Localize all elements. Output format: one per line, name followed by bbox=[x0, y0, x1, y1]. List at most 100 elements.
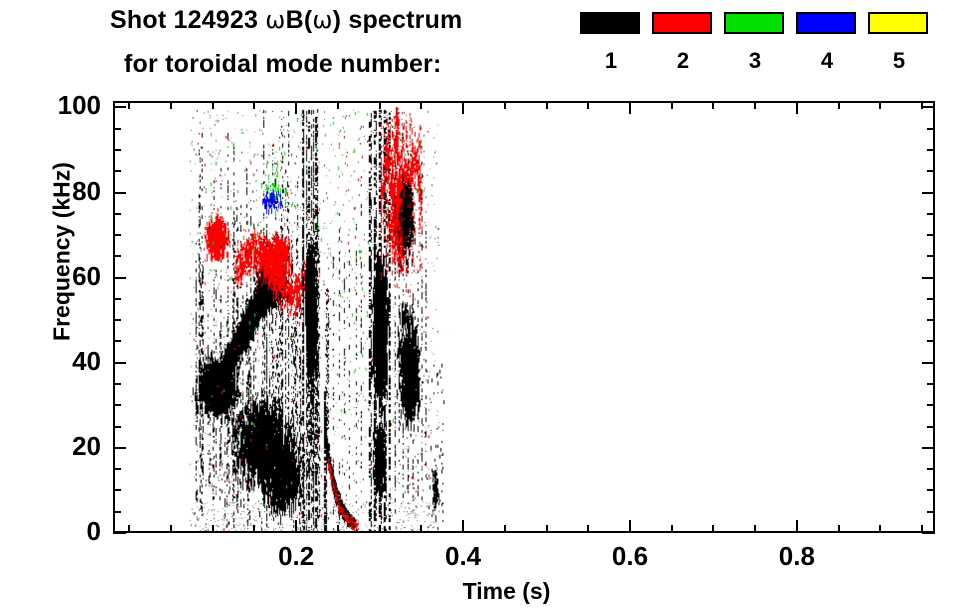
x-tick-label-0.4: 0.4 bbox=[445, 541, 482, 571]
y-major-tick-80 bbox=[113, 191, 126, 194]
x-major-tick-0.6 bbox=[628, 520, 631, 533]
x-major-tick-0.2 bbox=[295, 520, 298, 533]
legend-swatch-2 bbox=[652, 12, 712, 34]
legend: 1 2 3 4 5 bbox=[580, 12, 940, 92]
y-minor-tick-right-35 bbox=[927, 383, 935, 386]
y-tick-label-40: 40 bbox=[72, 345, 101, 376]
figure-title-line-1: Shot 124923 ωB(ω) spectrum bbox=[110, 6, 462, 35]
x-minor-tick-0.55 bbox=[587, 525, 590, 533]
legend-entry-5: 5 bbox=[868, 12, 930, 72]
y-minor-tick-65 bbox=[113, 255, 121, 258]
y-minor-tick-right-90 bbox=[927, 148, 935, 151]
y-minor-tick-right-30 bbox=[927, 404, 935, 407]
x-minor-tick-top-0.65 bbox=[670, 101, 673, 109]
y-minor-tick-right-25 bbox=[927, 425, 935, 428]
x-major-tick-top-0.4 bbox=[462, 101, 465, 114]
y-minor-tick-45 bbox=[113, 340, 121, 343]
x-minor-tick-top-0.5 bbox=[545, 101, 548, 109]
x-minor-tick-top-0.1 bbox=[211, 101, 214, 109]
y-minor-tick-5 bbox=[113, 510, 121, 513]
plot-area bbox=[113, 101, 935, 533]
y-minor-tick-35 bbox=[113, 383, 121, 386]
legend-swatch-5 bbox=[868, 12, 928, 34]
y-minor-tick-right-95 bbox=[927, 127, 935, 130]
x-minor-tick-top-0.95 bbox=[921, 101, 924, 109]
omega-symbol-1: ω bbox=[265, 6, 286, 34]
x-major-tick-top-0.2 bbox=[295, 101, 298, 114]
y-minor-tick-right-15 bbox=[927, 468, 935, 471]
legend-swatch-4 bbox=[796, 12, 856, 34]
x-minor-tick-0 bbox=[128, 525, 131, 533]
y-major-tick-40 bbox=[113, 361, 126, 364]
y-minor-tick-right-70 bbox=[927, 234, 935, 237]
y-minor-tick-right-10 bbox=[927, 489, 935, 492]
x-minor-tick-0.85 bbox=[837, 525, 840, 533]
title-text-pre: Shot 124923 bbox=[110, 6, 266, 34]
y-minor-tick-90 bbox=[113, 148, 121, 151]
x-minor-tick-top-0.15 bbox=[253, 101, 256, 109]
x-minor-tick-0.3 bbox=[378, 525, 381, 533]
x-minor-tick-0.05 bbox=[169, 525, 172, 533]
y-major-tick-20 bbox=[113, 446, 126, 449]
y-minor-tick-right-5 bbox=[927, 510, 935, 513]
y-axis-label: Frequency (kHz) bbox=[48, 162, 75, 341]
x-minor-tick-0.15 bbox=[253, 525, 256, 533]
x-tick-label-0.8: 0.8 bbox=[778, 541, 815, 571]
x-minor-tick-top-0.35 bbox=[420, 101, 423, 109]
y-minor-tick-85 bbox=[113, 170, 121, 173]
spectrogram-scatter-canvas bbox=[115, 103, 933, 531]
y-minor-tick-25 bbox=[113, 425, 121, 428]
y-minor-tick-50 bbox=[113, 319, 121, 322]
legend-entry-3: 3 bbox=[724, 12, 786, 72]
y-minor-tick-right-75 bbox=[927, 212, 935, 215]
legend-label-4: 4 bbox=[820, 48, 834, 73]
y-minor-tick-15 bbox=[113, 468, 121, 471]
x-major-tick-0.4 bbox=[462, 520, 465, 533]
x-minor-tick-0.1 bbox=[211, 525, 214, 533]
x-minor-tick-0.5 bbox=[545, 525, 548, 533]
y-minor-tick-right-55 bbox=[927, 297, 935, 300]
legend-swatch-1 bbox=[580, 12, 640, 34]
y-minor-tick-right-45 bbox=[927, 340, 935, 343]
x-minor-tick-0.95 bbox=[921, 525, 924, 533]
x-major-tick-0.8 bbox=[795, 520, 798, 533]
y-major-tick-right-80 bbox=[922, 191, 935, 194]
y-major-tick-right-100 bbox=[922, 106, 935, 109]
y-minor-tick-75 bbox=[113, 212, 121, 215]
y-minor-tick-70 bbox=[113, 234, 121, 237]
y-minor-tick-right-65 bbox=[927, 255, 935, 258]
x-minor-tick-0.25 bbox=[336, 525, 339, 533]
y-major-tick-right-60 bbox=[922, 276, 935, 279]
y-tick-label-60: 60 bbox=[72, 260, 101, 291]
x-minor-tick-0.9 bbox=[879, 525, 882, 533]
x-minor-tick-0.7 bbox=[712, 525, 715, 533]
legend-swatch-3 bbox=[724, 12, 784, 34]
y-major-tick-right-40 bbox=[922, 361, 935, 364]
x-minor-tick-top-0.9 bbox=[879, 101, 882, 109]
y-tick-label-20: 20 bbox=[72, 430, 101, 461]
legend-entry-1: 1 bbox=[580, 12, 642, 72]
x-minor-tick-top-0.75 bbox=[754, 101, 757, 109]
x-tick-label-0.2: 0.2 bbox=[278, 541, 315, 571]
x-minor-tick-top-0.7 bbox=[712, 101, 715, 109]
omega-symbol-2: ω bbox=[312, 6, 333, 34]
x-minor-tick-top-0.05 bbox=[169, 101, 172, 109]
y-minor-tick-95 bbox=[113, 127, 121, 130]
x-axis-label-text: Time (s) bbox=[462, 578, 551, 604]
legend-label-3: 3 bbox=[748, 48, 762, 73]
y-tick-label-0: 0 bbox=[86, 516, 101, 546]
title-text-mid: B( bbox=[285, 6, 313, 34]
y-minor-tick-right-85 bbox=[927, 170, 935, 173]
y-major-tick-0 bbox=[113, 532, 126, 534]
legend-label-1: 1 bbox=[604, 48, 618, 73]
x-minor-tick-0.75 bbox=[754, 525, 757, 533]
title-text-post: ) spectrum bbox=[332, 6, 463, 34]
x-minor-tick-top-0.3 bbox=[378, 101, 381, 109]
legend-entry-2: 2 bbox=[652, 12, 714, 72]
x-tick-label-0.6: 0.6 bbox=[611, 541, 649, 571]
figure-title-line-2: for toroidal mode number: bbox=[124, 50, 442, 78]
x-minor-tick-top-0 bbox=[128, 101, 131, 109]
x-major-tick-top-0.6 bbox=[628, 101, 631, 114]
x-minor-tick-0.35 bbox=[420, 525, 423, 533]
